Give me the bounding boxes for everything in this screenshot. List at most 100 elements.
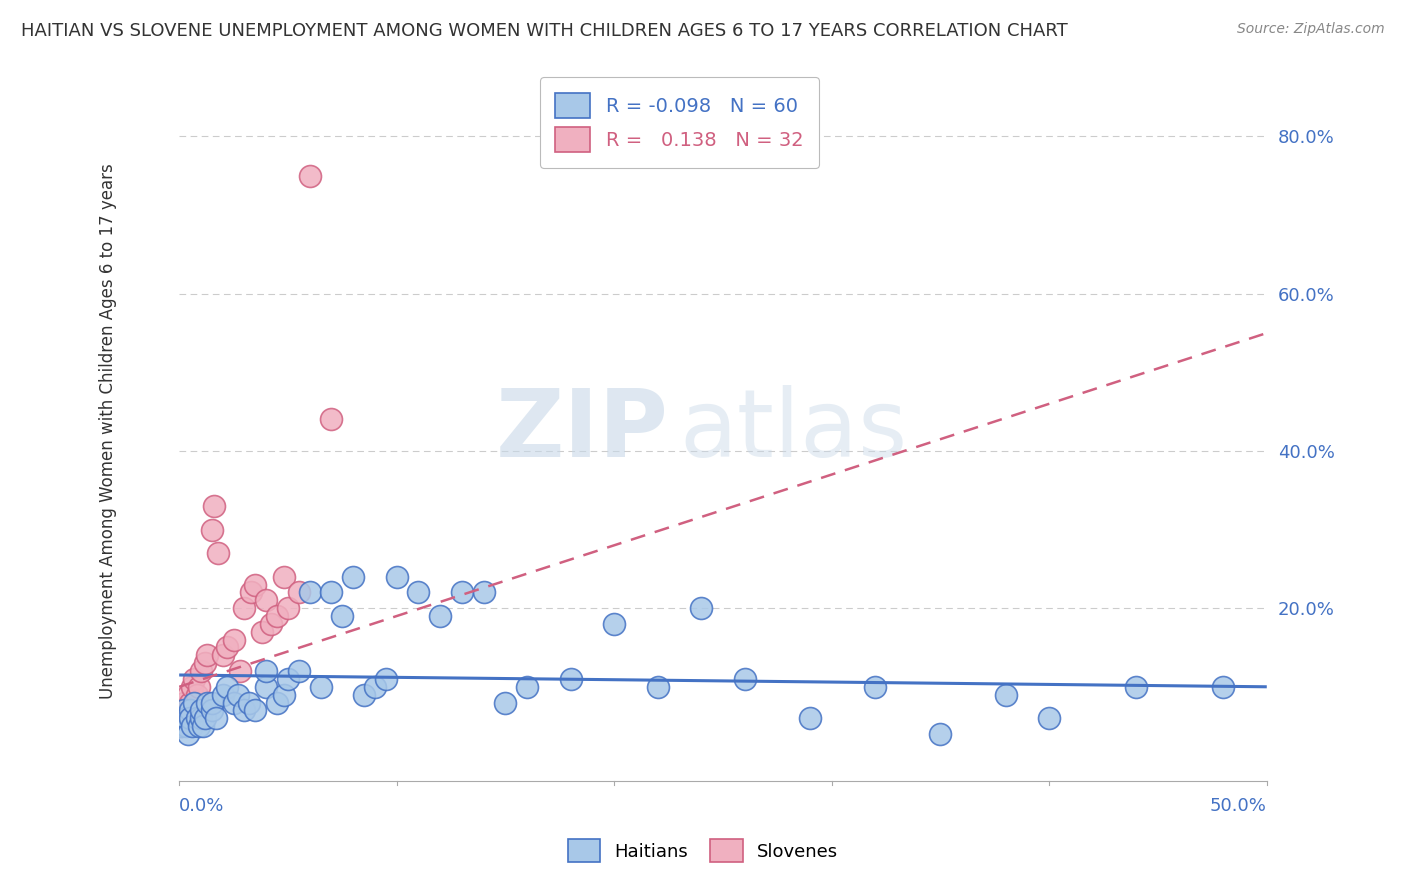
Point xyxy=(288,664,311,678)
Point xyxy=(201,523,224,537)
Point xyxy=(211,648,233,663)
Legend: R = -0.098   N = 60, R =   0.138   N = 32: R = -0.098 N = 60, R = 0.138 N = 32 xyxy=(540,78,820,168)
Point xyxy=(364,680,387,694)
Point xyxy=(603,616,626,631)
Point xyxy=(273,570,295,584)
Point xyxy=(865,680,887,694)
Point xyxy=(201,696,224,710)
Point xyxy=(994,688,1017,702)
Point xyxy=(197,696,219,710)
Point xyxy=(215,680,238,694)
Point xyxy=(238,696,260,710)
Point xyxy=(408,585,430,599)
Point xyxy=(191,719,214,733)
Point xyxy=(207,546,229,560)
Point xyxy=(170,719,193,733)
Point xyxy=(233,703,256,717)
Point xyxy=(254,593,277,607)
Point xyxy=(197,648,219,663)
Point xyxy=(174,719,197,733)
Point xyxy=(429,609,451,624)
Point xyxy=(183,696,205,710)
Point xyxy=(495,696,517,710)
Point xyxy=(1038,711,1060,725)
Point xyxy=(179,696,201,710)
Point xyxy=(233,601,256,615)
Point xyxy=(288,585,311,599)
Point xyxy=(222,632,245,647)
Point xyxy=(179,703,201,717)
Point xyxy=(226,688,249,702)
Point xyxy=(245,577,267,591)
Point xyxy=(179,711,201,725)
Point xyxy=(273,688,295,702)
Point xyxy=(254,664,277,678)
Point xyxy=(205,711,228,725)
Point xyxy=(229,664,252,678)
Point xyxy=(201,703,224,717)
Text: HAITIAN VS SLOVENE UNEMPLOYMENT AMONG WOMEN WITH CHILDREN AGES 6 TO 17 YEARS COR: HAITIAN VS SLOVENE UNEMPLOYMENT AMONG WO… xyxy=(21,22,1067,40)
Point xyxy=(170,711,193,725)
Point xyxy=(174,703,197,717)
Text: 50.0%: 50.0% xyxy=(1211,797,1267,815)
Point xyxy=(173,696,195,710)
Point xyxy=(173,703,195,717)
Point xyxy=(254,680,277,694)
Point xyxy=(177,688,200,702)
Point xyxy=(190,711,212,725)
Point xyxy=(222,696,245,710)
Point xyxy=(516,680,538,694)
Point xyxy=(190,703,212,717)
Point xyxy=(250,624,273,639)
Point xyxy=(1212,680,1234,694)
Point xyxy=(385,570,408,584)
Point xyxy=(451,585,474,599)
Text: atlas: atlas xyxy=(679,385,908,477)
Point xyxy=(186,711,208,725)
Text: Source: ZipAtlas.com: Source: ZipAtlas.com xyxy=(1237,22,1385,37)
Point xyxy=(174,711,197,725)
Point xyxy=(177,727,200,741)
Point xyxy=(266,609,288,624)
Point xyxy=(472,585,495,599)
Text: ZIP: ZIP xyxy=(496,385,669,477)
Point xyxy=(1125,680,1147,694)
Point xyxy=(277,672,299,686)
Point xyxy=(245,703,267,717)
Point xyxy=(799,711,821,725)
Point xyxy=(194,657,217,671)
Text: Unemployment Among Women with Children Ages 6 to 17 years: Unemployment Among Women with Children A… xyxy=(100,163,118,699)
Point xyxy=(342,570,364,584)
Point xyxy=(647,680,669,694)
Point xyxy=(187,680,209,694)
Point xyxy=(183,672,205,686)
Point xyxy=(194,711,217,725)
Point xyxy=(266,696,288,710)
Point xyxy=(298,169,321,183)
Point xyxy=(298,585,321,599)
Point xyxy=(929,727,952,741)
Point xyxy=(186,688,208,702)
Point xyxy=(734,672,756,686)
Point xyxy=(215,640,238,655)
Point xyxy=(309,680,332,694)
Point xyxy=(181,719,204,733)
Point xyxy=(170,711,193,725)
Point xyxy=(202,499,225,513)
Point xyxy=(330,609,353,624)
Text: 0.0%: 0.0% xyxy=(179,797,225,815)
Point xyxy=(321,412,343,426)
Point xyxy=(374,672,396,686)
Point xyxy=(353,688,375,702)
Point xyxy=(277,601,299,615)
Point xyxy=(181,680,204,694)
Point xyxy=(690,601,713,615)
Legend: Haitians, Slovenes: Haitians, Slovenes xyxy=(561,832,845,870)
Point xyxy=(239,585,262,599)
Point xyxy=(170,719,193,733)
Point xyxy=(321,585,343,599)
Point xyxy=(190,664,212,678)
Point xyxy=(211,688,233,702)
Point xyxy=(560,672,582,686)
Point xyxy=(187,719,209,733)
